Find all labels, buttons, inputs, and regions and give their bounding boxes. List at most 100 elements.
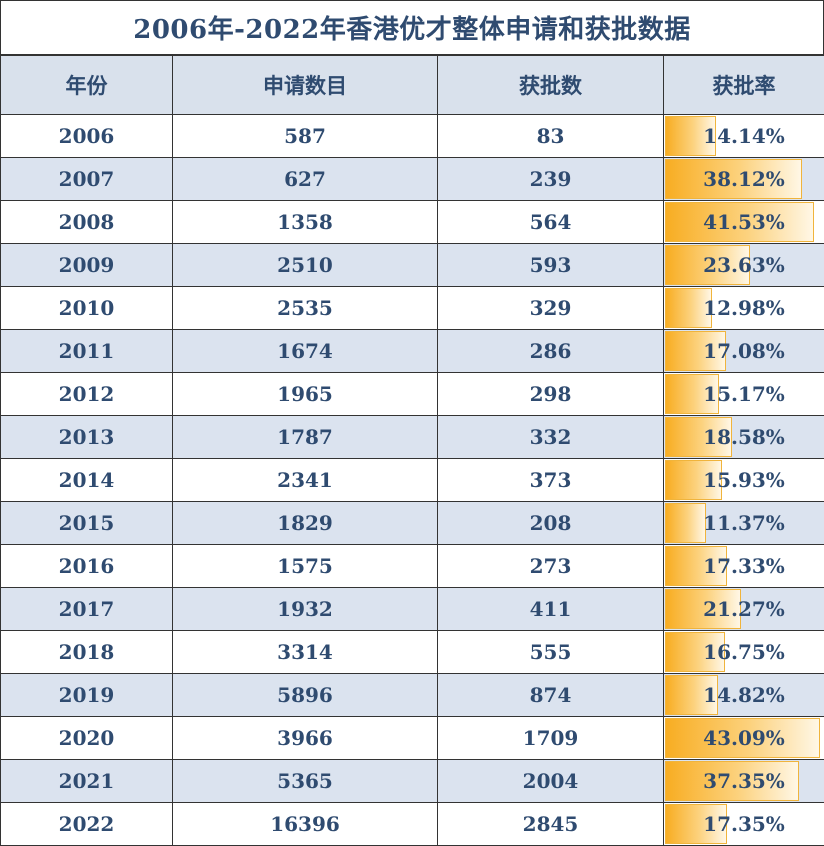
applications-cell: 1787 bbox=[173, 416, 438, 459]
approved-cell: 874 bbox=[438, 674, 664, 717]
applications-cell: 2341 bbox=[173, 459, 438, 502]
year-cell: 2019 bbox=[1, 674, 173, 717]
header-row: 年份 申请数目 获批数 获批率 bbox=[1, 56, 824, 115]
year-cell: 2009 bbox=[1, 244, 173, 287]
rate-label: 15.17% bbox=[703, 382, 785, 406]
rate-label: 38.12% bbox=[703, 167, 785, 191]
rate-cell: 16.75% bbox=[664, 631, 824, 674]
rate-cell: 15.93% bbox=[664, 459, 824, 502]
rate-label: 17.08% bbox=[703, 339, 785, 363]
rate-cell: 17.08% bbox=[664, 330, 824, 373]
rate-data-bar bbox=[665, 503, 706, 543]
applications-cell: 587 bbox=[173, 115, 438, 158]
year-cell: 2006 bbox=[1, 115, 173, 158]
year-cell: 2016 bbox=[1, 545, 173, 588]
year-cell: 2012 bbox=[1, 373, 173, 416]
rate-label: 15.93% bbox=[703, 468, 785, 492]
rate-label: 11.37% bbox=[703, 511, 785, 535]
rate-cell: 18.58% bbox=[664, 416, 824, 459]
rate-label: 37.35% bbox=[703, 769, 785, 793]
year-cell: 2020 bbox=[1, 717, 173, 760]
applications-cell: 3314 bbox=[173, 631, 438, 674]
rate-label: 23.63% bbox=[703, 253, 785, 277]
applications-cell: 2535 bbox=[173, 287, 438, 330]
rate-cell: 41.53% bbox=[664, 201, 824, 244]
approved-cell: 298 bbox=[438, 373, 664, 416]
rate-label: 17.35% bbox=[703, 812, 785, 836]
approved-cell: 373 bbox=[438, 459, 664, 502]
rate-cell: 15.17% bbox=[664, 373, 824, 416]
table-title: 2006年-2022年香港优才整体申请和获批数据 bbox=[0, 0, 824, 55]
approved-cell: 329 bbox=[438, 287, 664, 330]
applications-cell: 5896 bbox=[173, 674, 438, 717]
approved-cell: 2004 bbox=[438, 760, 664, 803]
year-cell: 2010 bbox=[1, 287, 173, 330]
year-cell: 2011 bbox=[1, 330, 173, 373]
rate-label: 21.27% bbox=[703, 597, 785, 621]
approved-cell: 593 bbox=[438, 244, 664, 287]
rate-label: 12.98% bbox=[703, 296, 785, 320]
applications-cell: 1932 bbox=[173, 588, 438, 631]
rate-cell: 23.63% bbox=[664, 244, 824, 287]
rate-cell: 14.14% bbox=[664, 115, 824, 158]
year-cell: 2007 bbox=[1, 158, 173, 201]
header-applications: 申请数目 bbox=[173, 56, 438, 115]
rate-cell: 17.35% bbox=[664, 803, 824, 846]
approved-cell: 286 bbox=[438, 330, 664, 373]
rate-label: 41.53% bbox=[703, 210, 785, 234]
header-year: 年份 bbox=[1, 56, 173, 115]
approved-cell: 2845 bbox=[438, 803, 664, 846]
header-rate: 获批率 bbox=[664, 56, 824, 115]
approved-cell: 1709 bbox=[438, 717, 664, 760]
applications-cell: 3966 bbox=[173, 717, 438, 760]
approved-cell: 208 bbox=[438, 502, 664, 545]
applications-cell: 1575 bbox=[173, 545, 438, 588]
rate-label: 43.09% bbox=[703, 726, 785, 750]
rate-label: 16.75% bbox=[703, 640, 785, 664]
rate-label: 17.33% bbox=[703, 554, 785, 578]
approved-cell: 411 bbox=[438, 588, 664, 631]
applications-cell: 1358 bbox=[173, 201, 438, 244]
applications-cell: 1674 bbox=[173, 330, 438, 373]
rate-label: 18.58% bbox=[703, 425, 785, 449]
rate-label: 14.14% bbox=[703, 124, 785, 148]
rate-cell: 38.12% bbox=[664, 158, 824, 201]
rate-cell: 37.35% bbox=[664, 760, 824, 803]
approved-cell: 273 bbox=[438, 545, 664, 588]
year-cell: 2015 bbox=[1, 502, 173, 545]
applications-cell: 2510 bbox=[173, 244, 438, 287]
rate-cell: 11.37% bbox=[664, 502, 824, 545]
year-cell: 2018 bbox=[1, 631, 173, 674]
year-cell: 2014 bbox=[1, 459, 173, 502]
rate-label: 14.82% bbox=[703, 683, 785, 707]
rate-cell: 43.09% bbox=[664, 717, 824, 760]
applications-cell: 16396 bbox=[173, 803, 438, 846]
approved-cell: 332 bbox=[438, 416, 664, 459]
applications-cell: 1829 bbox=[173, 502, 438, 545]
approved-cell: 83 bbox=[438, 115, 664, 158]
year-cell: 2022 bbox=[1, 803, 173, 846]
applications-cell: 1965 bbox=[173, 373, 438, 416]
header-approved: 获批数 bbox=[438, 56, 664, 115]
year-cell: 2013 bbox=[1, 416, 173, 459]
approved-cell: 555 bbox=[438, 631, 664, 674]
rate-cell: 12.98% bbox=[664, 287, 824, 330]
